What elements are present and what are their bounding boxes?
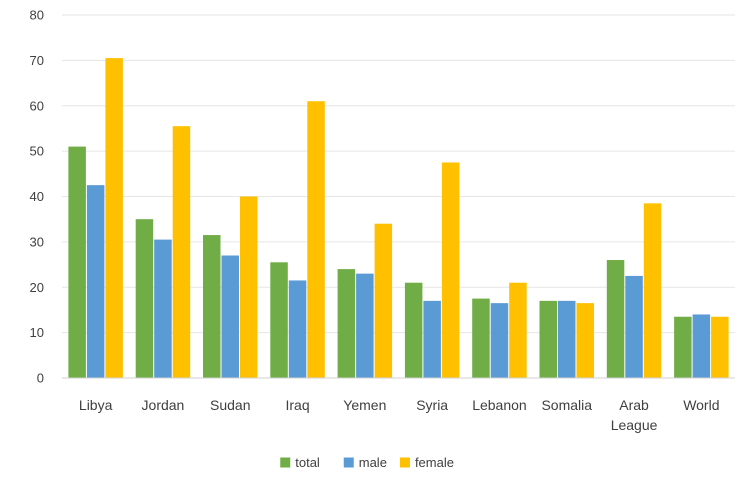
x-category-label: Jordan bbox=[142, 397, 185, 413]
bar-total bbox=[674, 316, 692, 378]
bar-total bbox=[539, 300, 557, 378]
legend-swatch-female bbox=[399, 457, 410, 468]
y-tick-label: 50 bbox=[30, 144, 44, 159]
bar-male bbox=[356, 273, 374, 378]
bar-male bbox=[86, 185, 105, 378]
y-tick-label: 20 bbox=[30, 280, 44, 295]
bar-total bbox=[270, 262, 288, 378]
legend-label-male: male bbox=[359, 455, 387, 470]
x-category-label: Syria bbox=[416, 397, 448, 413]
bar-total bbox=[68, 146, 86, 378]
bar-female bbox=[509, 282, 527, 378]
legend-swatch-total bbox=[280, 457, 291, 468]
legend-swatch-male bbox=[343, 457, 354, 468]
bar-male bbox=[692, 314, 711, 378]
x-category-label: World bbox=[683, 397, 719, 413]
bar-male bbox=[490, 303, 509, 378]
y-axis-ticks: 0 10 20 30 40 50 60 70 80 bbox=[30, 8, 44, 386]
y-tick-label: 70 bbox=[30, 53, 44, 68]
legend-label-total: total bbox=[295, 455, 320, 470]
bar-female bbox=[307, 101, 325, 379]
legend-label-female: female bbox=[415, 455, 454, 470]
bar-female bbox=[374, 223, 393, 378]
bar-female bbox=[711, 316, 729, 378]
y-tick-label: 10 bbox=[30, 325, 44, 340]
y-tick-label: 80 bbox=[30, 8, 44, 23]
x-category-label: Iraq bbox=[285, 397, 309, 413]
bar-total bbox=[135, 219, 154, 378]
x-category-label: Yemen bbox=[343, 397, 386, 413]
bar-male bbox=[423, 300, 441, 378]
bar-total bbox=[404, 282, 423, 378]
bar-male bbox=[288, 280, 307, 378]
bar-male bbox=[154, 239, 172, 378]
x-category-label: Somalia bbox=[541, 397, 592, 413]
x-category-label: Arab League bbox=[611, 397, 658, 433]
bar-total bbox=[472, 298, 490, 378]
bar-male bbox=[625, 275, 643, 378]
bar-female bbox=[240, 196, 258, 378]
y-tick-label: 60 bbox=[30, 98, 44, 113]
x-category-label: Lebanon bbox=[472, 397, 527, 413]
x-category-label: Sudan bbox=[210, 397, 250, 413]
x-axis-categories: Libya Jordan Sudan Iraq Yemen Syria Lebanon Som… bbox=[79, 397, 720, 433]
bar-female bbox=[643, 203, 662, 378]
y-tick-label: 30 bbox=[30, 234, 44, 249]
bar-female bbox=[105, 58, 123, 378]
bar-female bbox=[576, 303, 594, 378]
legend: total male female bbox=[280, 455, 454, 470]
y-tick-label: 40 bbox=[30, 189, 44, 204]
bar-total bbox=[337, 269, 356, 378]
bars bbox=[68, 58, 729, 379]
bar-male bbox=[221, 255, 239, 378]
bar-female bbox=[441, 162, 460, 378]
bar-total bbox=[606, 260, 625, 378]
bar-male bbox=[558, 300, 576, 378]
y-tick-label: 0 bbox=[37, 371, 44, 386]
bar-female bbox=[172, 126, 191, 378]
bar-total bbox=[203, 235, 221, 378]
x-category-label: Libya bbox=[79, 397, 113, 413]
